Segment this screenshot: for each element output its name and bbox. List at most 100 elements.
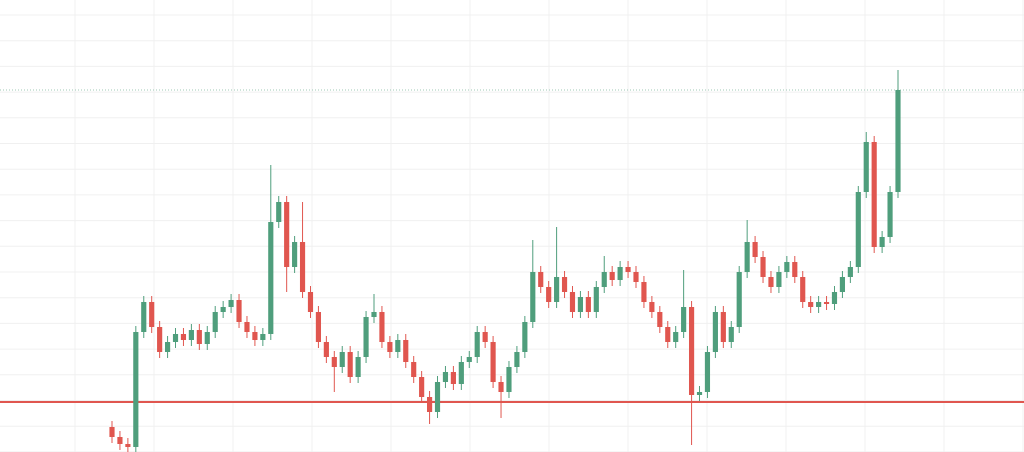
candle-body: [744, 242, 750, 272]
candle-body: [808, 302, 814, 307]
candle-body: [601, 272, 607, 287]
candle-body: [252, 332, 258, 340]
candle-body: [307, 292, 314, 312]
candle-body: [649, 302, 655, 312]
candle-body: [800, 277, 806, 302]
candle-body: [276, 202, 282, 222]
candle-body: [816, 302, 822, 307]
candle-body: [760, 257, 766, 277]
candle-body: [260, 334, 266, 340]
candle-body: [498, 382, 504, 392]
candle-body: [379, 312, 385, 342]
candle-body: [506, 367, 512, 392]
candle-body: [172, 334, 179, 342]
candle-body: [633, 272, 639, 282]
candle-body: [538, 272, 544, 287]
candle-body: [895, 90, 901, 192]
candle-body: [673, 332, 679, 342]
candle-body: [879, 237, 885, 247]
candle-body: [546, 287, 552, 302]
candle-body: [157, 327, 163, 352]
candle-body: [696, 392, 703, 395]
candle-body: [387, 342, 393, 352]
candle-body: [728, 327, 734, 342]
candle-body: [522, 322, 528, 352]
candle-body: [141, 302, 147, 332]
candle-body: [704, 352, 711, 392]
candle-body: [768, 277, 774, 287]
candle-body: [244, 322, 250, 332]
candle-body: [823, 302, 830, 304]
candle-body: [450, 372, 456, 384]
candle-body: [577, 297, 584, 312]
candle-body: [149, 302, 155, 327]
candle-body: [236, 300, 242, 322]
candle-body: [339, 352, 345, 367]
candle-body: [641, 282, 647, 302]
candle-body: [212, 312, 218, 332]
candle-body: [736, 272, 742, 327]
candle-body: [831, 292, 838, 304]
candle-body: [665, 327, 671, 342]
candle-body: [347, 352, 353, 377]
candle-body: [561, 277, 568, 292]
candle-body: [292, 242, 298, 267]
candle-body: [681, 307, 687, 332]
candle-body: [490, 342, 496, 382]
candle-body: [133, 332, 139, 447]
candle-body: [268, 222, 274, 334]
candle-body: [299, 242, 306, 292]
candle-body: [593, 287, 599, 312]
candle-body: [474, 332, 480, 357]
candle-body: [228, 300, 234, 307]
candle-body: [752, 242, 758, 257]
candle-body: [657, 312, 663, 327]
candle-body: [315, 312, 322, 342]
candle-body: [569, 292, 576, 312]
candle-body: [585, 297, 591, 312]
candle-body: [712, 312, 718, 352]
candle-body: [554, 277, 560, 302]
candle-body: [419, 377, 425, 397]
candle-body: [871, 142, 877, 247]
candle-body: [792, 262, 798, 277]
candle-body: [395, 340, 401, 352]
candle-body: [188, 330, 194, 340]
candle-body: [847, 267, 853, 277]
candle-body: [530, 272, 536, 322]
candle-body: [617, 267, 623, 280]
candle-body: [458, 362, 464, 384]
candle-body: [180, 334, 187, 340]
candle-body: [887, 192, 893, 237]
candle-body: [323, 342, 329, 357]
candle-body: [442, 372, 449, 382]
candle-body: [331, 357, 337, 367]
candle-body: [411, 362, 417, 377]
candle-body: [426, 397, 433, 412]
candle-body: [117, 437, 123, 444]
candle-body: [363, 317, 369, 357]
candle-body: [776, 272, 782, 287]
candle-body: [609, 272, 615, 280]
candle-body: [839, 277, 846, 292]
candle-body: [355, 357, 361, 377]
candle-body: [514, 352, 520, 367]
candle-body: [125, 444, 131, 447]
candle-body: [284, 202, 290, 267]
candle-body: [434, 382, 441, 412]
candle-body: [482, 332, 488, 342]
candle-body: [371, 312, 377, 317]
candles: [109, 70, 901, 452]
candle-body: [625, 267, 631, 272]
candle-body: [164, 342, 171, 352]
candle-body: [466, 357, 472, 362]
candle-body: [109, 427, 115, 437]
candle-body: [855, 192, 861, 267]
candle-body: [720, 312, 726, 342]
candle-body: [688, 307, 695, 395]
candle-body: [863, 142, 869, 192]
candle-body: [220, 307, 226, 312]
